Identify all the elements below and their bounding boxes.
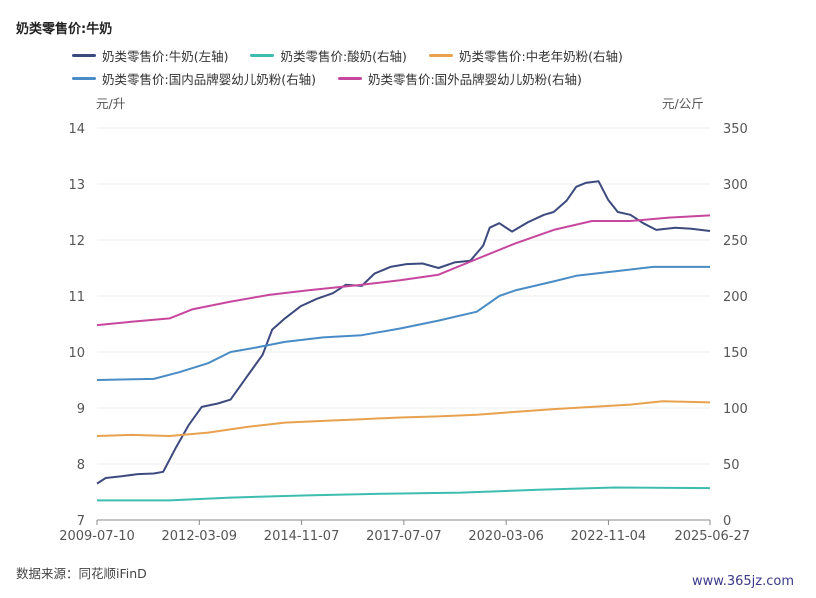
legend-swatch-domestic-infant (72, 77, 96, 80)
legend-item-domestic-infant[interactable]: 奶类零售价:国内品牌婴幼儿奶粉(右轴) (72, 69, 316, 88)
y-left-tick-label: 7 (77, 514, 85, 529)
x-tick-label: 2014-11-07 (264, 529, 340, 544)
y-left-tick-label: 9 (77, 402, 85, 417)
series-line-1 (97, 486, 711, 502)
y-left-tick-label: 11 (68, 290, 85, 305)
legend-swatch-milk (72, 54, 96, 57)
legend-item-yogurt[interactable]: 奶类零售价:酸奶(右轴) (250, 46, 407, 65)
x-tick-label: 2020-03-06 (468, 529, 544, 544)
legend-row-1: 奶类零售价:牛奶(左轴) 奶类零售价:酸奶(右轴) 奶类零售价:中老年奶粉(右轴… (72, 46, 623, 65)
y-right-tick-label: 300 (723, 178, 748, 193)
x-tick-label: 2025-06-27 (674, 529, 750, 544)
left-axis-unit: 元/升 (96, 96, 126, 111)
series-line-0 (96, 180, 711, 485)
x-tick-label: 2012-03-09 (162, 529, 238, 544)
legend-item-milk[interactable]: 奶类零售价:牛奶(左轴) (72, 46, 228, 65)
legend-label-foreign-infant: 奶类零售价:国外品牌婴幼儿奶粉(右轴) (367, 72, 582, 87)
y-right-tick-label: 350 (723, 122, 748, 137)
legend-swatch-senior-powder (428, 54, 453, 57)
chart-title: 奶类零售价:牛奶 (16, 22, 113, 37)
legend-label-milk: 奶类零售价:牛奶(左轴) (102, 49, 229, 64)
legend-item-senior-powder[interactable]: 奶类零售价:中老年奶粉(右轴) (428, 46, 623, 65)
legend-label-domestic-infant: 奶类零售价:国内品牌婴幼儿奶粉(右轴) (102, 72, 316, 87)
legend-swatch-foreign-infant (337, 77, 362, 80)
y-right-tick-label: 0 (723, 514, 731, 529)
y-right-tick-label: 100 (723, 402, 748, 417)
y-right-tick-label: 150 (723, 346, 748, 361)
legend-item-foreign-infant[interactable]: 奶类零售价:国外品牌婴幼儿奶粉(右轴) (337, 69, 582, 88)
x-tick-label: 2022-11-04 (571, 529, 647, 544)
y-left-tick-label: 14 (68, 122, 85, 137)
series-line-2 (96, 400, 711, 437)
legend-label-yogurt: 奶类零售价:酸奶(右轴) (280, 49, 407, 64)
x-tick-label: 2017-07-07 (366, 529, 442, 544)
x-tick-label: 2009-07-10 (59, 529, 135, 544)
y-left-tick-label: 12 (68, 234, 85, 249)
watermark: www.365jz.com (692, 574, 794, 589)
y-right-tick-label: 200 (723, 290, 748, 305)
legend-swatch-yogurt (250, 54, 275, 57)
y-left-tick-label: 10 (68, 346, 85, 361)
series-line-4 (96, 214, 711, 327)
right-axis-unit: 元/公斤 (662, 96, 704, 111)
y-left-tick-label: 8 (77, 458, 85, 473)
legend-label-senior-powder: 奶类零售价:中老年奶粉(右轴) (458, 49, 623, 64)
series-line-3 (96, 265, 710, 381)
legend-row-2: 奶类零售价:国内品牌婴幼儿奶粉(右轴) 奶类零售价:国外品牌婴幼儿奶粉(右轴) (72, 69, 582, 88)
y-right-tick-label: 50 (723, 458, 740, 473)
y-right-tick-label: 250 (723, 234, 748, 249)
source-note: 数据来源：同花顺iFinD (16, 566, 147, 581)
y-left-tick-label: 13 (68, 178, 85, 193)
